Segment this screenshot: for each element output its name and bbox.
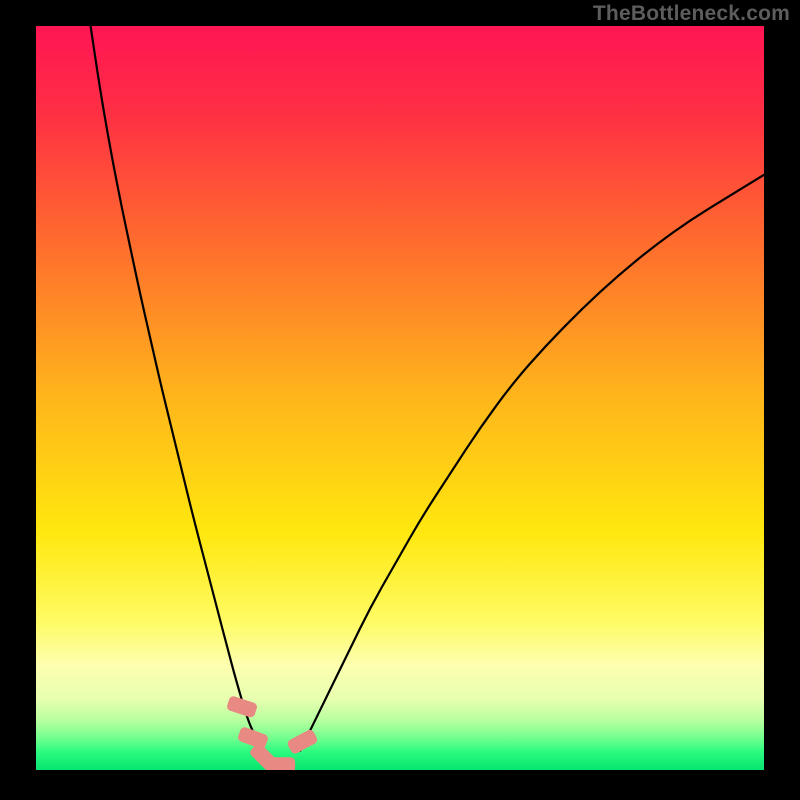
chart-frame: TheBottleneck.com xyxy=(0,0,800,800)
plot-area xyxy=(36,26,764,770)
watermark-text: TheBottleneck.com xyxy=(593,2,790,26)
gradient-background xyxy=(36,26,764,770)
chart-svg xyxy=(36,26,764,770)
marker-3 xyxy=(267,758,295,770)
